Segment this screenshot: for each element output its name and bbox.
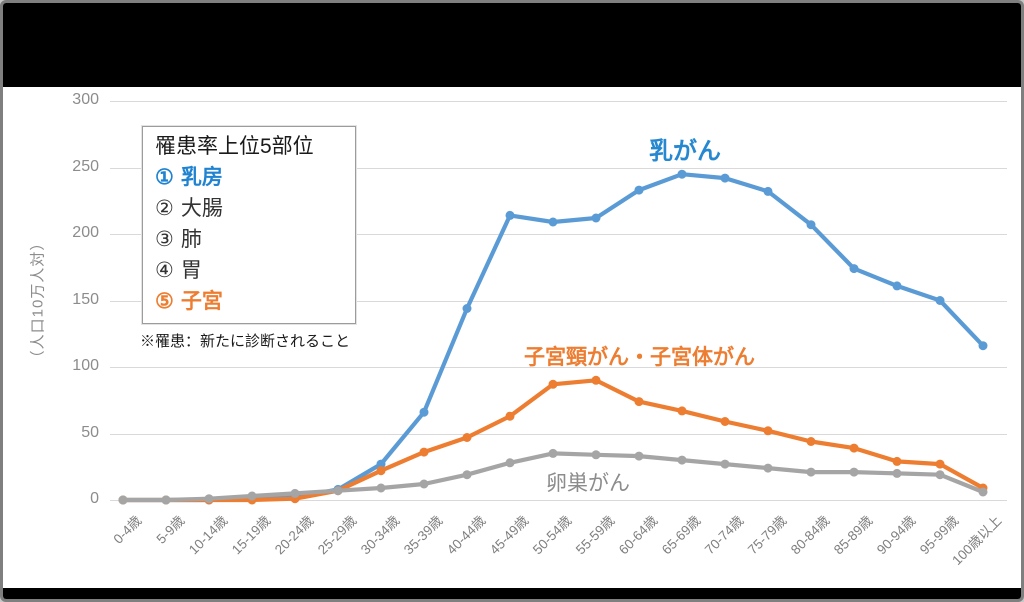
data-point [978,487,988,497]
data-point [462,433,472,442]
legend-item-5: ⑤ 子宮 [155,286,343,317]
data-point [935,459,945,469]
legend-item-number: ③ [155,228,174,251]
footer-bar-redacted [3,588,1021,599]
data-point [634,185,644,195]
legend-item-number: ⑤ [155,290,174,313]
data-point [806,220,816,230]
data-point [892,281,902,291]
series-label-breast-cancer: 乳がん [649,138,721,165]
data-point [376,466,386,476]
gridline [110,168,1007,169]
data-point [505,458,515,468]
y-tick-label: 150 [72,291,99,308]
data-point [290,488,300,498]
data-point [935,470,945,480]
data-point [849,467,859,477]
y-tick-label: 250 [72,158,99,175]
y-tick-label: 50 [81,424,99,441]
legend-item-label: 肺 [180,228,202,251]
data-point [763,426,773,436]
data-point [419,479,429,489]
data-point [849,264,859,274]
legend-title: 罹患率上位5部位 [155,135,314,158]
legend-item-label: 大腸 [180,197,223,220]
data-point [204,494,214,504]
data-point [763,463,773,473]
gridline [110,234,1007,235]
data-point [376,459,386,469]
data-point [806,467,816,477]
y-tick-label: 100 [72,357,99,374]
legend-item-label: 乳房 [180,166,223,189]
incidence-note: ※罹患：新たに診断されること [140,333,351,350]
data-point [548,217,558,227]
data-point [591,450,601,460]
legend-item-2: ② 大腸 [155,193,343,224]
data-point [161,495,171,505]
data-point [677,406,687,416]
data-point [548,448,558,458]
gridline [110,434,1007,435]
data-point [505,411,515,421]
data-point [505,210,515,220]
data-point [763,186,773,196]
series-label-ovarian-cancer: 卵巣がん [546,472,630,495]
legend-item-1: ① 乳房 [155,162,343,193]
chart-plot [118,169,988,505]
data-point [548,379,558,389]
y-tick-label: 200 [72,224,99,241]
data-point [591,213,601,223]
data-point [634,397,644,407]
data-point [376,483,386,493]
data-point [677,455,687,465]
data-point [419,407,429,417]
data-point [634,451,644,461]
legend-item-number: ② [155,197,174,220]
data-point [333,486,343,496]
data-point [806,437,816,446]
gridline [110,101,1007,102]
data-point [247,491,257,501]
legend-item-label: 子宮 [180,290,223,313]
legend-item-number: ④ [155,259,174,282]
data-point [419,447,429,457]
data-point [591,375,601,385]
data-point [677,169,687,179]
data-point [118,495,128,505]
series-label-uterine-cancer: 子宮頸がん・子宮体がん [524,346,755,369]
y-tick-label: 300 [72,91,99,108]
data-point [892,468,902,478]
data-point [462,304,472,313]
data-point [978,341,988,351]
data-point [849,443,859,453]
data-point [720,417,730,426]
y-tick-label: 0 [90,490,99,507]
legend-item-label: 胃 [180,259,202,282]
gridline [110,301,1007,302]
legend-items: ① 乳房 ② 大腸 ③ 肺 ④ 胃 ⑤ 子宮 [155,162,343,317]
data-point [935,296,945,305]
data-point [462,470,472,480]
gridline [110,500,1007,501]
legend-box: 罹患率上位5部位 ① 乳房 ② 大腸 ③ 肺 ④ 胃 ⑤ 子宮 [141,125,357,325]
data-point [892,456,902,466]
data-point [720,459,730,469]
gridline [110,367,1007,368]
data-point [720,173,730,183]
title-bar-redacted [3,3,1021,87]
legend-item-number: ① [155,166,174,189]
